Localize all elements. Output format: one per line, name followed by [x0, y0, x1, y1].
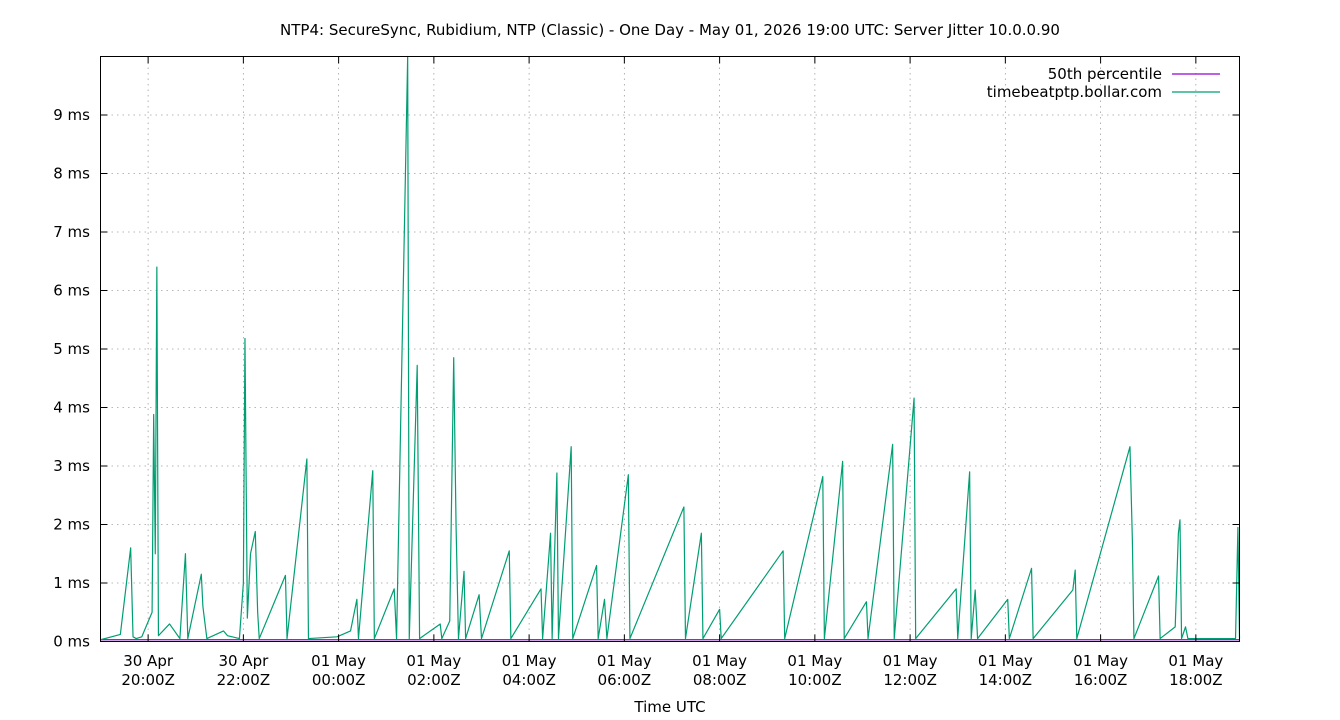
x-tick-label-time: 14:00Z	[979, 671, 1033, 689]
x-tick-label-date: 01 May	[311, 652, 366, 670]
x-tick-label-date: 01 May	[978, 652, 1033, 670]
x-tick-label-date: 01 May	[406, 652, 461, 670]
x-tick-label-date: 01 May	[597, 652, 652, 670]
grid	[100, 56, 1240, 642]
x-tick-label-time: 04:00Z	[502, 671, 556, 689]
x-tick-label-date: 30 Apr	[218, 652, 269, 670]
x-tick-label-time: 02:00Z	[407, 671, 461, 689]
x-tick-label-time: 08:00Z	[693, 671, 747, 689]
y-tick-label: 4 ms	[53, 399, 90, 417]
x-tick-label-time: 18:00Z	[1169, 671, 1223, 689]
x-tick-label-time: 12:00Z	[883, 671, 937, 689]
y-tick-label: 7 ms	[53, 223, 90, 241]
x-tick-label-date: 01 May	[883, 652, 938, 670]
y-tick-label: 0 ms	[53, 633, 90, 651]
y-tick-label: 5 ms	[53, 340, 90, 358]
x-tick-label-time: 22:00Z	[217, 671, 271, 689]
y-tick-label: 2 ms	[53, 516, 90, 534]
y-tick-label: 6 ms	[53, 282, 90, 300]
axis-ticks	[100, 56, 1240, 642]
x-axis-title: Time UTC	[633, 698, 705, 716]
plot-area	[100, 55, 1241, 641]
x-tick-label-time: 20:00Z	[121, 671, 175, 689]
x-tick-label-date: 01 May	[1073, 652, 1128, 670]
x-tick-label-date: 30 Apr	[123, 652, 174, 670]
x-tick-label-date: 01 May	[502, 652, 557, 670]
y-tick-label: 9 ms	[53, 106, 90, 124]
x-tick-label-time: 06:00Z	[598, 671, 652, 689]
x-tick-label-time: 00:00Z	[312, 671, 366, 689]
y-axis-labels: 0 ms 1 ms 2 ms 3 ms 4 ms 5 ms 6 ms 7 ms 8 ms 9 ms	[53, 106, 90, 651]
x-tick-label-date: 01 May	[692, 652, 747, 670]
legend-label: timebeatptp.bollar.com	[987, 83, 1162, 101]
x-tick-label-date: 01 May	[787, 652, 842, 670]
legend-label: 50th percentile	[1048, 65, 1162, 83]
y-tick-label: 1 ms	[53, 574, 90, 592]
chart-title: NTP4: SecureSync, Rubidium, NTP (Classic…	[280, 21, 1060, 39]
x-tick-label-time: 16:00Z	[1074, 671, 1128, 689]
x-tick-label-date: 01 May	[1168, 652, 1223, 670]
series-line-1	[100, 55, 1241, 641]
x-tick-label-time: 10:00Z	[788, 671, 842, 689]
y-tick-label: 8 ms	[53, 165, 90, 183]
y-tick-label: 3 ms	[53, 457, 90, 475]
